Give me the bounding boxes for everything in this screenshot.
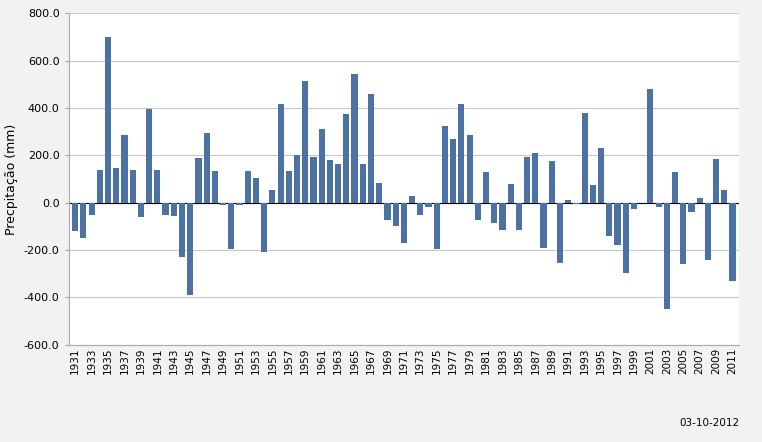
- Bar: [475, 203, 481, 221]
- Bar: [236, 203, 242, 205]
- Bar: [483, 172, 489, 203]
- Bar: [286, 171, 292, 203]
- Bar: [458, 104, 465, 203]
- Bar: [245, 171, 251, 203]
- Bar: [162, 203, 168, 214]
- Bar: [672, 172, 678, 203]
- Bar: [664, 203, 670, 309]
- Bar: [303, 81, 309, 203]
- Bar: [524, 156, 530, 203]
- Bar: [696, 198, 703, 203]
- Bar: [343, 114, 350, 203]
- Bar: [425, 203, 431, 207]
- Bar: [598, 148, 604, 203]
- Bar: [203, 133, 210, 203]
- Bar: [713, 159, 719, 203]
- Bar: [623, 203, 629, 273]
- Bar: [607, 203, 613, 236]
- Bar: [705, 203, 711, 259]
- Bar: [187, 203, 194, 295]
- Bar: [401, 203, 407, 243]
- Bar: [384, 203, 390, 221]
- Bar: [418, 203, 424, 214]
- Bar: [327, 160, 333, 203]
- Bar: [376, 183, 383, 203]
- Bar: [138, 203, 144, 217]
- Bar: [434, 203, 440, 249]
- Bar: [360, 164, 366, 203]
- Bar: [557, 203, 563, 263]
- Bar: [655, 203, 661, 207]
- Bar: [722, 190, 728, 203]
- Bar: [368, 94, 374, 203]
- Bar: [105, 37, 111, 203]
- Text: 03-10-2012: 03-10-2012: [679, 418, 739, 428]
- Bar: [442, 126, 448, 203]
- Bar: [499, 203, 505, 230]
- Bar: [220, 203, 226, 205]
- Bar: [409, 195, 415, 203]
- Bar: [573, 203, 580, 204]
- Bar: [228, 203, 235, 249]
- Bar: [351, 74, 357, 203]
- Bar: [269, 190, 275, 203]
- Bar: [294, 155, 300, 203]
- Bar: [729, 203, 735, 281]
- Bar: [171, 203, 177, 216]
- Y-axis label: Precpitação (mm): Precpitação (mm): [5, 123, 18, 235]
- Bar: [179, 203, 185, 257]
- Bar: [450, 139, 456, 203]
- Bar: [631, 203, 637, 209]
- Bar: [565, 200, 572, 203]
- Bar: [310, 156, 316, 203]
- Bar: [130, 170, 136, 203]
- Bar: [146, 109, 152, 203]
- Bar: [97, 170, 103, 203]
- Bar: [466, 135, 472, 203]
- Bar: [581, 113, 588, 203]
- Bar: [253, 178, 259, 203]
- Bar: [212, 171, 218, 203]
- Bar: [114, 168, 120, 203]
- Bar: [647, 89, 654, 203]
- Bar: [507, 184, 514, 203]
- Bar: [121, 135, 127, 203]
- Bar: [590, 185, 596, 203]
- Bar: [516, 203, 522, 230]
- Bar: [195, 158, 201, 203]
- Bar: [154, 170, 161, 203]
- Bar: [88, 203, 94, 214]
- Bar: [261, 203, 267, 252]
- Bar: [491, 203, 498, 223]
- Bar: [80, 203, 86, 238]
- Bar: [680, 203, 687, 264]
- Bar: [688, 203, 694, 212]
- Bar: [549, 161, 555, 203]
- Bar: [319, 129, 325, 203]
- Bar: [72, 203, 78, 231]
- Bar: [533, 153, 539, 203]
- Bar: [392, 203, 399, 226]
- Bar: [277, 104, 283, 203]
- Bar: [540, 203, 546, 248]
- Bar: [614, 203, 620, 245]
- Bar: [335, 164, 341, 203]
